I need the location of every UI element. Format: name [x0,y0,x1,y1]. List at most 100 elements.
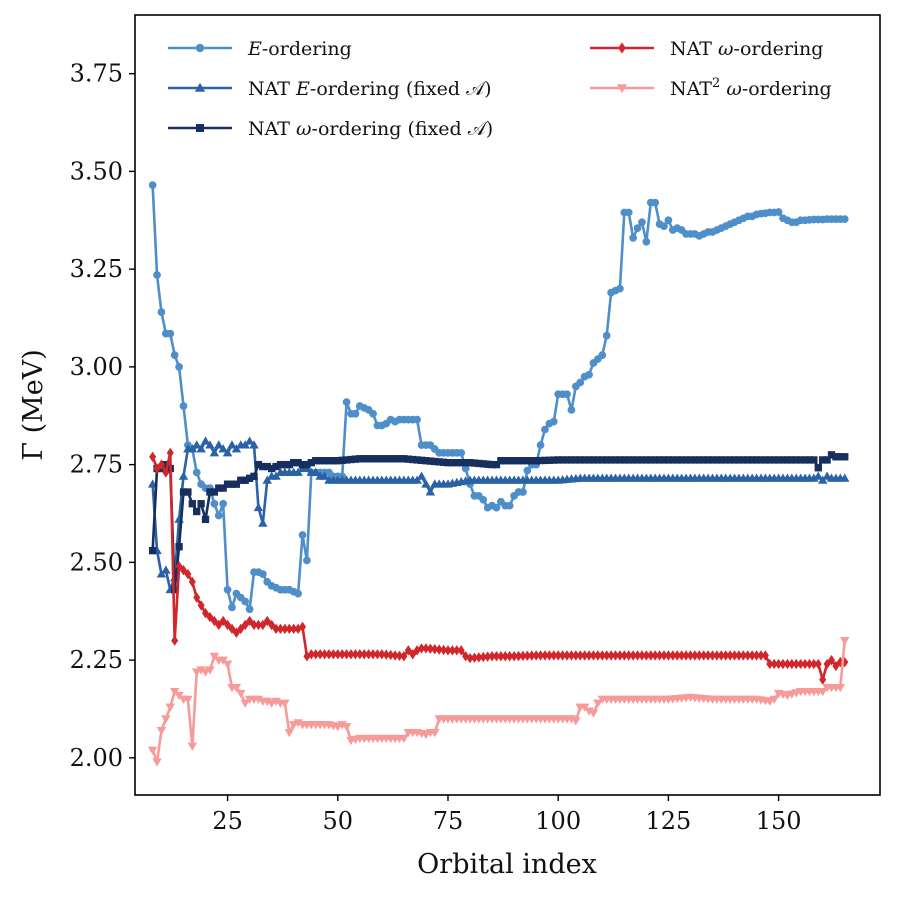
data-point [253,502,264,512]
legend-label: E-ordering [247,38,352,60]
data-point [817,687,828,697]
legend-label-symbol: ω [726,78,742,100]
data-point [210,499,219,508]
data-point [840,215,849,223]
data-point [232,480,241,488]
y-tick-label: 2.25 [70,646,123,674]
data-point [391,650,399,661]
y-tick-label: 2.75 [70,451,123,479]
legend-item: NAT ω-ordering (fixed 𝒜) [168,118,493,140]
legend-label-prefix: NAT [248,118,296,140]
data-point [258,570,267,578]
legend-marker [618,42,626,54]
series-4 [147,637,850,767]
data-point [201,515,210,524]
x-tick-label: 125 [645,807,691,835]
data-point [175,363,183,371]
data-point [231,684,242,693]
legend-label-symbol: E [295,78,310,100]
data-point [563,390,571,399]
data-point [536,441,545,449]
legend-label-prefix: NAT [670,78,712,100]
data-point [319,471,330,480]
legend-label: NAT2 ω-ordering [670,76,832,100]
data-point [299,621,307,633]
data-point [161,715,171,724]
data-point [240,699,250,708]
x-tick-label: 75 [433,807,464,835]
data-point [421,479,431,488]
data-point [567,406,576,414]
data-point [810,456,818,464]
data-point [219,484,227,492]
series-3 [149,447,849,685]
legend-marker [196,124,204,132]
data-point [268,619,276,631]
data-point [210,615,218,627]
data-point [166,447,174,459]
data-point [148,546,157,555]
data-point [588,709,599,718]
x-tick-label: 150 [756,807,802,835]
legend-marker [195,43,205,53]
data-point [400,651,408,662]
data-point [425,487,436,496]
data-point [175,543,183,551]
data-point [156,727,167,736]
legend-label-prefix: NAT [248,78,296,100]
data-point [166,329,175,338]
data-point [294,589,302,598]
data-point [223,585,232,594]
data-point [387,649,395,661]
x-tick-label: 50 [323,807,354,835]
data-point [205,666,215,675]
data-point [188,500,196,508]
data-point [814,464,822,472]
data-point [214,440,224,449]
data-point [263,615,271,627]
data-point [184,568,192,580]
data-point [147,746,158,755]
data-point [342,398,351,406]
data-point [200,436,211,445]
data-point [492,460,501,469]
data-point [222,660,233,669]
data-point [152,758,162,767]
series-layer [147,181,850,767]
data-point [202,608,210,619]
data-point [193,507,201,516]
data-point [258,518,268,527]
legend-label-text: -ordering [734,38,824,60]
legend-label-superscript: 2 [712,76,720,91]
data-point [395,650,404,661]
legend-marker [616,84,628,94]
data-point [435,644,443,655]
data-point [303,556,311,565]
legend-item: NAT E-ordering (fixed 𝒜) [168,78,492,100]
data-point [237,623,245,634]
data-point [241,597,250,606]
data-point [179,402,188,410]
data-point [219,615,227,627]
data-point [224,619,232,631]
data-point [774,208,783,216]
data-point [215,619,223,631]
data-point [178,471,189,480]
data-point [549,417,558,426]
legend-label-prefix: NAT [670,38,718,60]
data-point [161,565,171,574]
data-point [426,643,434,654]
data-point [197,600,205,611]
data-point [651,198,660,207]
data-point [378,649,386,660]
data-point [219,499,228,508]
data-point [205,440,215,449]
data-point [479,495,488,504]
data-point [430,728,440,738]
data-point [214,511,223,520]
data-point [311,467,321,476]
data-point [835,684,846,693]
data-point [616,284,624,293]
x-tick-label: 100 [535,807,581,835]
